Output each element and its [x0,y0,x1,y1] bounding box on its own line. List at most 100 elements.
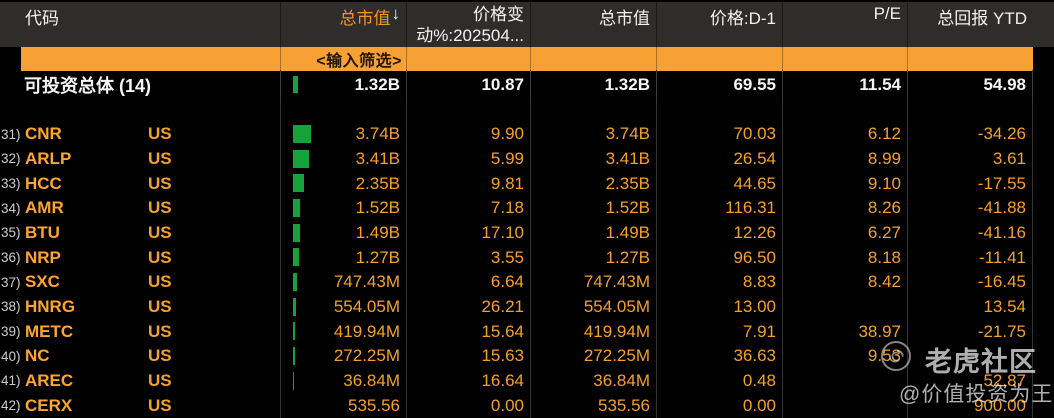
row-number: 42) [1,398,21,414]
marketcap2-value: 3.74B [530,122,656,147]
ytd-value: 3.61 [907,146,1033,172]
price-d1-value: 36.63 [656,343,782,369]
ticker-label: SXC [25,272,60,292]
marketcap-value: 554.05M [333,296,400,316]
pe-value [782,393,907,418]
filter-field-price-change[interactable] [406,47,530,71]
table-row[interactable]: 32) ARLP US 3.41B 5.99 3.41B 26.54 8.99 … [0,146,1054,172]
filter-field-price-d1[interactable] [656,47,782,71]
marketcap2-value: 3.41B [530,146,656,172]
summary-label: 可投资总体 (14) [24,76,152,96]
exchange-label: US [148,321,172,341]
row-number: 36) [1,250,21,266]
marketcap2-value: 272.25M [530,343,656,369]
pe-value [782,294,907,320]
row-number: 41) [1,373,21,389]
ytd-value: -41.88 [907,195,1033,221]
exchange-label: US [148,296,172,316]
price-change-value: 16.64 [406,368,530,394]
marketcap-cell: 3.41B [280,146,406,172]
header-left-gutter [0,2,21,47]
filter-input-placeholder: <输入筛选> [316,53,402,70]
ytd-value: 13.54 [907,294,1033,320]
column-header-marketcap-sorted[interactable]: 总市值 ↓ [280,2,406,47]
marketcap-value: 3.41B [355,148,400,168]
table-row[interactable]: 40) NC US 272.25M 15.63 272.25M 36.63 9.… [0,343,1054,369]
row-number: 40) [1,348,21,364]
pe-value: 8.26 [782,195,907,221]
filter-left-gutter [0,47,21,71]
price-change-value: 3.55 [406,245,530,270]
price-d1-value: 44.65 [656,171,782,196]
pe-value: 9.10 [782,171,907,196]
marketcap-cell: 419.94M [280,319,406,344]
column-header-pe[interactable]: P/E [782,2,907,47]
pe-value: 8.18 [782,245,907,270]
spacer-row [0,100,1054,122]
marketcap2-value: 747.43M [530,269,656,295]
summary-pe-value: 11.54 [782,70,907,100]
pe-value: 6.27 [782,220,907,246]
ticker-label: HCC [25,173,62,193]
marketcap-cell: 747.43M [280,269,406,295]
marketcap-bar [293,297,296,316]
exchange-label: US [148,222,172,242]
column-header-price-d1[interactable]: 价格:D-1 [656,2,782,47]
marketcap-bar [293,371,294,390]
column-header-total-return-ytd[interactable]: 总回报 YTD [907,2,1033,47]
marketcap2-value: 2.35B [530,171,656,196]
screener-table-body: 31) CNR US 3.74B 9.90 3.74B 70.03 6.12 -… [0,122,1054,418]
price-d1-value: 70.03 [656,122,782,147]
ytd-value: 900.00 [907,393,1033,418]
column-header-code[interactable]: 代码 [21,2,280,47]
filter-field-ytd[interactable] [907,47,1033,71]
table-row[interactable]: 33) HCC US 2.35B 9.81 2.35B 44.65 9.10 -… [0,171,1054,196]
ytd-value: -21.75 [907,319,1033,344]
table-row[interactable]: 36) NRP US 1.27B 3.55 1.27B 96.50 8.18 -… [0,245,1054,270]
filter-field-marketcap2[interactable] [530,47,656,71]
security-code-cell: CNR US [21,122,280,147]
marketcap2-value: 554.05M [530,294,656,320]
filter-field-pe[interactable] [782,47,907,71]
table-row[interactable]: 34) AMR US 1.52B 7.18 1.52B 116.31 8.26 … [0,195,1054,221]
ytd-value: -41.16 [907,220,1033,246]
price-change-value: 9.90 [406,122,530,147]
summary-row[interactable]: 可投资总体 (14) 1.32B 10.87 1.32B 69.55 11.54… [0,70,1054,100]
marketcap-value: 535.56 [348,395,400,415]
price-d1-value: 0.48 [656,368,782,394]
price-change-value: 15.63 [406,343,530,369]
pe-value: 8.42 [782,269,907,295]
column-header-price-change[interactable]: 价格变 动%:202504... [406,2,530,47]
table-row[interactable]: 41) AREC US 36.84M 16.64 36.84M 0.48 52.… [0,368,1054,394]
ticker-label: BTU [25,222,60,242]
price-d1-value: 0.00 [656,393,782,418]
table-row[interactable]: 31) CNR US 3.74B 9.90 3.74B 70.03 6.12 -… [0,122,1054,147]
price-d1-value: 13.00 [656,294,782,320]
ticker-label: METC [25,321,74,341]
price-change-value: 0.00 [406,393,530,418]
security-code-cell: AREC US [21,369,280,394]
marketcap-bar [293,272,297,291]
row-number: 32) [1,151,21,167]
marketcap-bar [293,149,309,168]
price-d1-value: 116.31 [656,195,782,221]
ticker-label: CNR [25,124,62,144]
column-header-marketcap2[interactable]: 总市值 [530,2,656,47]
table-row[interactable]: 38) HNRG US 554.05M 26.21 554.05M 13.00 … [0,294,1054,320]
security-code-cell: AMR US [21,196,280,221]
security-code-cell: CERX US [21,393,280,418]
table-row[interactable]: 35) BTU US 1.49B 17.10 1.49B 12.26 6.27 … [0,220,1054,246]
table-row[interactable]: 37) SXC US 747.43M 6.64 747.43M 8.83 8.4… [0,269,1054,295]
filter-field-code[interactable] [21,47,280,71]
summary-marketcap-cell: 1.32B [280,70,406,100]
exchange-label: US [148,370,172,390]
column-header-code-label: 代码 [25,9,59,28]
table-row[interactable]: 42) CERX US 535.56 0.00 535.56 0.00 900.… [0,393,1054,418]
price-d1-value: 8.83 [656,269,782,295]
ticker-label: CERX [25,395,73,415]
table-row[interactable]: 39) METC US 419.94M 15.64 419.94M 7.91 3… [0,319,1054,344]
marketcap-cell: 1.52B [280,195,406,221]
column-header-price-d1-label: 价格:D-1 [709,9,776,28]
filter-field-marketcap[interactable]: <输入筛选> [280,47,406,71]
security-code-cell: ARLP US [21,147,280,172]
